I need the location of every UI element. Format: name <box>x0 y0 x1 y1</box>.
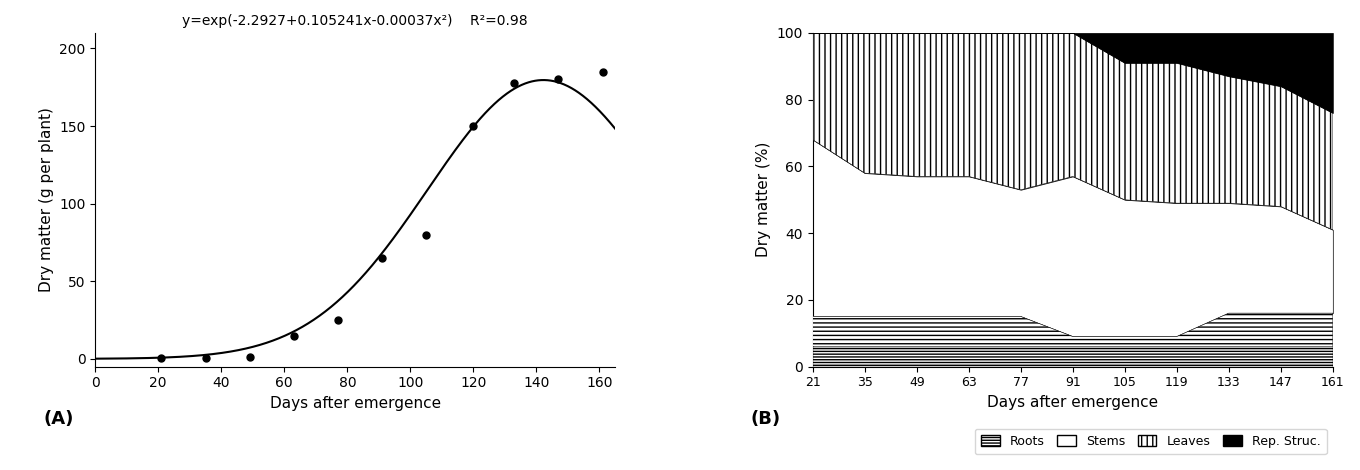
Point <box>194 354 216 362</box>
Point <box>151 354 173 362</box>
Y-axis label: Dry matter (g per plant): Dry matter (g per plant) <box>38 107 53 292</box>
Point <box>548 76 570 83</box>
Y-axis label: Dry matter (%): Dry matter (%) <box>756 142 771 258</box>
Point <box>415 231 437 238</box>
Text: (A): (A) <box>44 410 73 428</box>
Point <box>326 316 348 324</box>
Point <box>283 332 305 339</box>
Title: y=exp(-2.2927+0.105241x-0.00037x²)    R²=0.98: y=exp(-2.2927+0.105241x-0.00037x²) R²=0.… <box>182 14 528 28</box>
Text: (B): (B) <box>751 410 781 428</box>
Point <box>503 79 525 86</box>
X-axis label: Days after emergence: Days after emergence <box>269 396 441 411</box>
X-axis label: Days after emergence: Days after emergence <box>987 395 1159 410</box>
Legend: Roots, Stems, Leaves, Rep. Struc.: Roots, Stems, Leaves, Rep. Struc. <box>975 429 1326 454</box>
Point <box>462 122 484 130</box>
Point <box>371 254 393 262</box>
Point <box>239 353 261 361</box>
Point <box>592 68 613 76</box>
